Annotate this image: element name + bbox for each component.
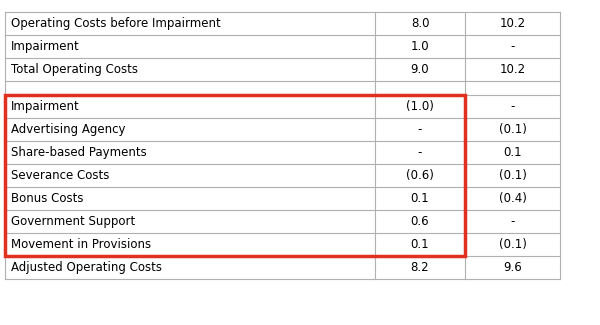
Text: Severance Costs: Severance Costs	[11, 169, 109, 182]
Text: Adjusted Operating Costs: Adjusted Operating Costs	[11, 261, 162, 274]
Text: 0.1: 0.1	[503, 146, 522, 159]
Text: Impairment: Impairment	[11, 100, 80, 113]
Text: Movement in Provisions: Movement in Provisions	[11, 238, 151, 251]
Text: Operating Costs before Impairment: Operating Costs before Impairment	[11, 17, 221, 30]
Text: Total Operating Costs: Total Operating Costs	[11, 63, 138, 76]
Text: (0.1): (0.1)	[499, 169, 526, 182]
Bar	[5, 95, 465, 256]
Text: -: -	[418, 123, 422, 136]
Text: Bonus Costs: Bonus Costs	[11, 192, 83, 205]
Text: -: -	[511, 40, 515, 53]
Text: Advertising Agency: Advertising Agency	[11, 123, 125, 136]
Text: -: -	[511, 100, 515, 113]
Text: Government Support: Government Support	[11, 215, 135, 228]
Text: 0.1: 0.1	[410, 192, 430, 205]
Text: Impairment: Impairment	[11, 40, 80, 53]
Text: -: -	[511, 215, 515, 228]
Text: (0.1): (0.1)	[499, 123, 526, 136]
Text: 8.0: 8.0	[411, 17, 429, 30]
Text: (0.4): (0.4)	[499, 192, 526, 205]
Text: (1.0): (1.0)	[406, 100, 434, 113]
Text: (0.6): (0.6)	[406, 169, 434, 182]
Text: Share-based Payments: Share-based Payments	[11, 146, 147, 159]
Text: 10.2: 10.2	[499, 63, 526, 76]
Text: 0.6: 0.6	[410, 215, 430, 228]
Text: 1.0: 1.0	[410, 40, 430, 53]
Text: -: -	[418, 146, 422, 159]
Text: 9.6: 9.6	[503, 261, 522, 274]
Text: 10.2: 10.2	[499, 17, 526, 30]
Text: 8.2: 8.2	[410, 261, 430, 274]
Text: (0.1): (0.1)	[499, 238, 526, 251]
Text: 9.0: 9.0	[410, 63, 430, 76]
Text: 0.1: 0.1	[410, 238, 430, 251]
